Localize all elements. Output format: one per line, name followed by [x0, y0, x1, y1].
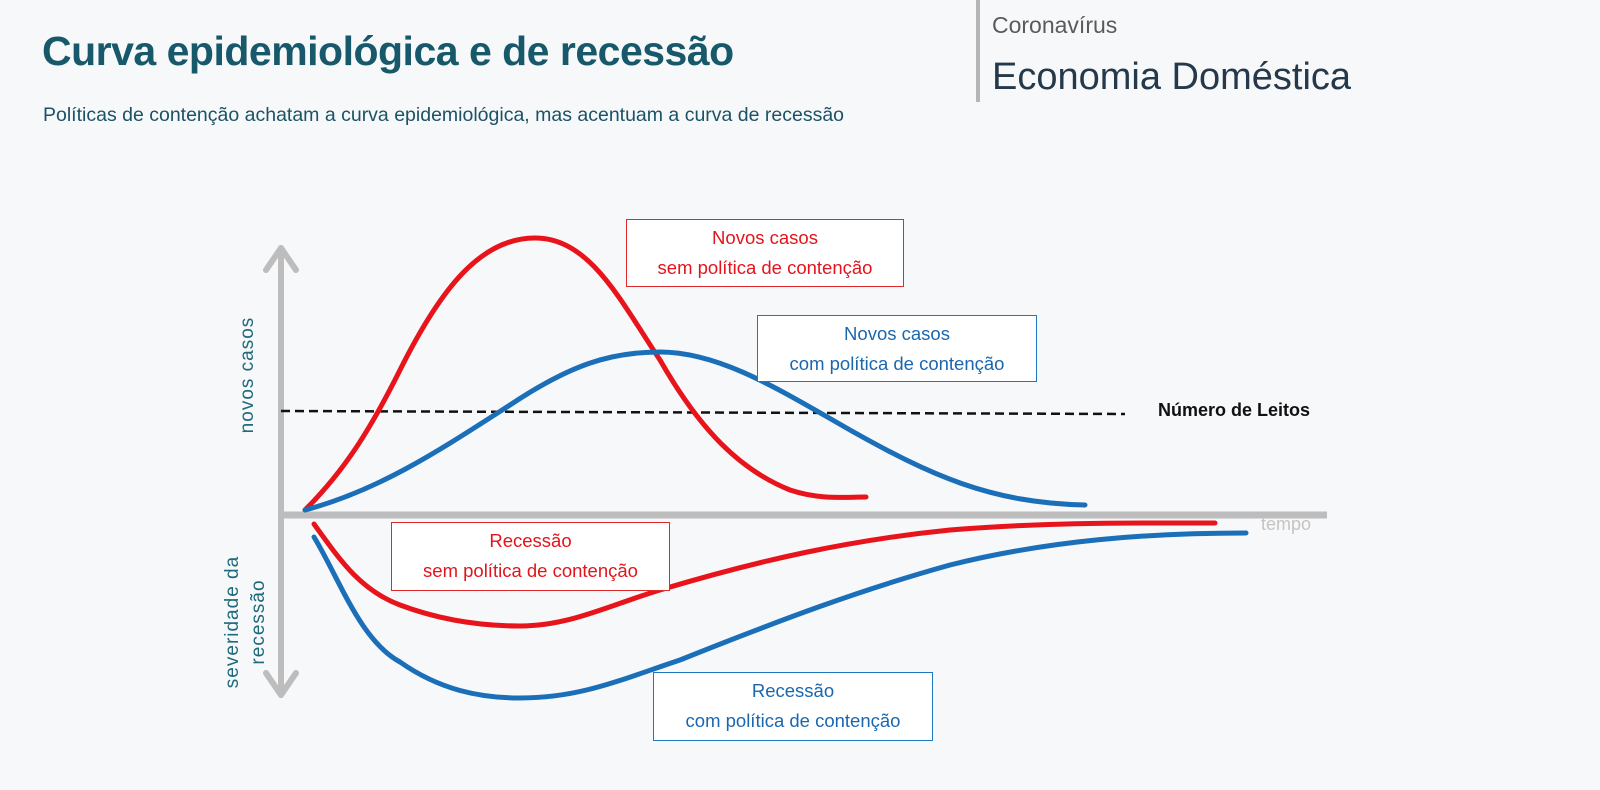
page-subtitle: Políticas de contenção achatam a curva e… — [43, 104, 845, 126]
label-recession-without-policy: Recessão sem política de contenção — [391, 522, 670, 591]
label-recession-with-policy: Recessão com política de contenção — [653, 672, 933, 741]
header-divider — [976, 0, 980, 102]
y-axis-lower-label-line1: severidade da — [222, 555, 243, 689]
threshold-label: Número de Leitos — [1158, 400, 1311, 420]
page-title: Curva epidemiológica e de recessão — [42, 28, 734, 74]
y-axis-upper-label: novos casos — [237, 316, 258, 434]
cases-with-policy-curve — [302, 349, 1088, 513]
box-line2: com política de contenção — [685, 710, 901, 731]
label-cases-without-policy: Novos casos sem política de contenção — [626, 219, 904, 287]
hospital-beds-threshold-line — [280, 409, 1126, 416]
box-line1: Novos casos — [712, 227, 818, 248]
y-axis-lower-label-line2: recessão — [248, 579, 269, 665]
box-line1: Recessão — [489, 530, 572, 551]
section-label: Coronavírus — [992, 12, 1118, 38]
recession-without-policy-curve — [311, 520, 1218, 629]
label-cases-with-policy: Novos casos com política de contenção — [757, 315, 1037, 382]
box-line2: com política de contenção — [789, 353, 1005, 374]
cases-without-policy-curve — [302, 235, 869, 513]
box-line1: Novos casos — [844, 323, 950, 344]
y-axis-lower-label: severidade da recessão — [220, 532, 272, 712]
brand-name: Economia Doméstica — [992, 56, 1352, 98]
box-line2: sem política de contenção — [657, 257, 873, 278]
box-line1: Recessão — [751, 680, 835, 701]
box-line2: sem política de contenção — [423, 560, 638, 581]
y-axis-arrow — [263, 245, 299, 698]
recession-with-policy-curve — [311, 530, 1249, 701]
x-axis-label: tempo — [1261, 514, 1312, 534]
